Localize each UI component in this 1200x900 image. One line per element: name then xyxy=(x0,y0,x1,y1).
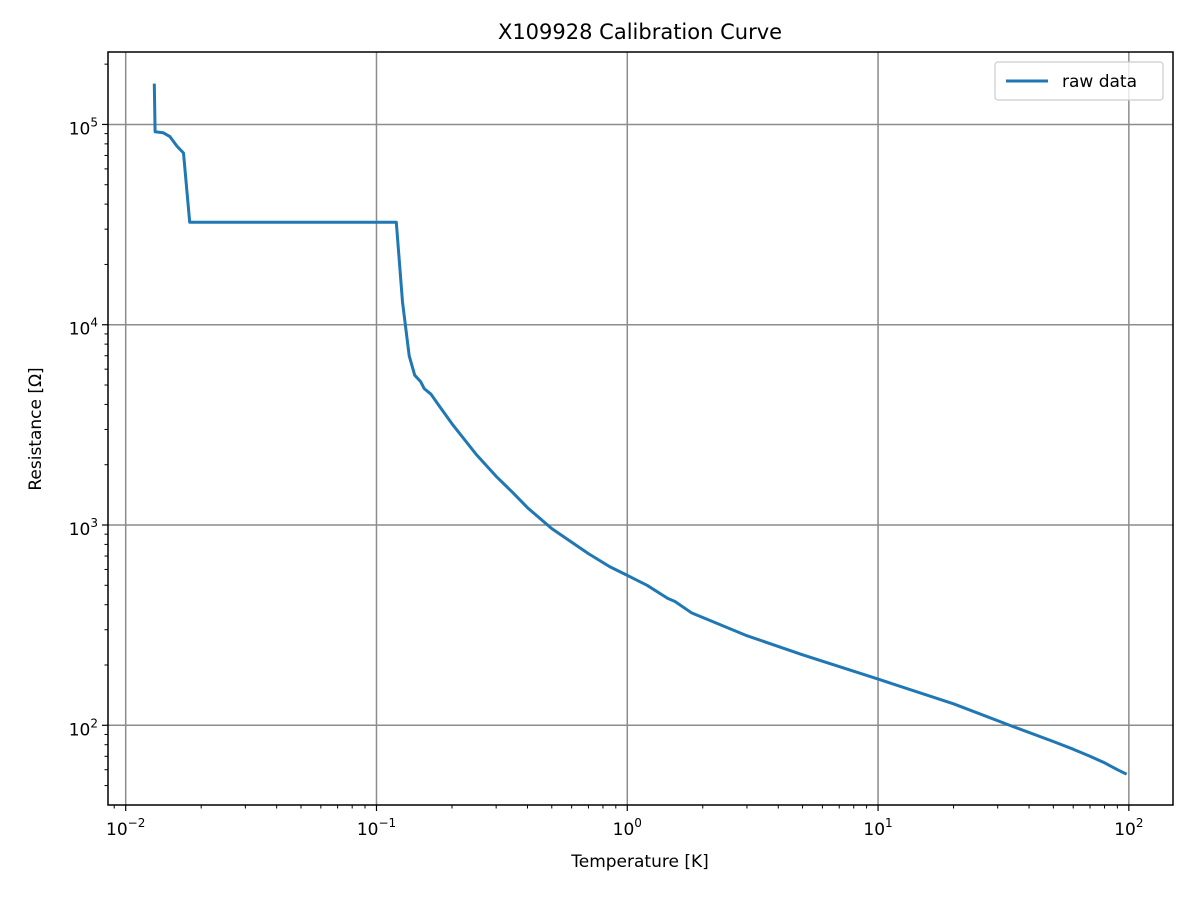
y-tick-label: 104 xyxy=(69,316,98,340)
legend-label: raw data xyxy=(1062,72,1137,92)
y-tick-label: 103 xyxy=(69,516,98,540)
series-lines xyxy=(152,83,1128,776)
plot-frame xyxy=(107,51,1174,806)
x-tick-label: 101 xyxy=(863,816,892,840)
y-axis-label: Resistance [Ω] xyxy=(26,367,46,490)
chart-title: X109928 Calibration Curve xyxy=(498,20,782,44)
legend-box xyxy=(994,61,1164,101)
x-tick-label: 102 xyxy=(1114,816,1143,840)
x-tick-label: 10−2 xyxy=(106,816,145,840)
x-axis-label: Temperature [K] xyxy=(570,852,709,872)
legend: raw data xyxy=(994,61,1164,101)
grid-lines xyxy=(108,52,1173,805)
y-tick-label: 102 xyxy=(69,716,98,740)
plot-area-background xyxy=(108,52,1173,805)
tick-labels: 10−2 10−1 100 101 102 102 103 104 105 xyxy=(69,115,1144,840)
y-tick-label: 105 xyxy=(69,115,98,139)
x-tick-label: 100 xyxy=(613,816,642,840)
major-ticks xyxy=(102,123,1130,811)
series-line-1 xyxy=(152,83,1128,776)
x-tick-label: 10−1 xyxy=(357,816,396,840)
